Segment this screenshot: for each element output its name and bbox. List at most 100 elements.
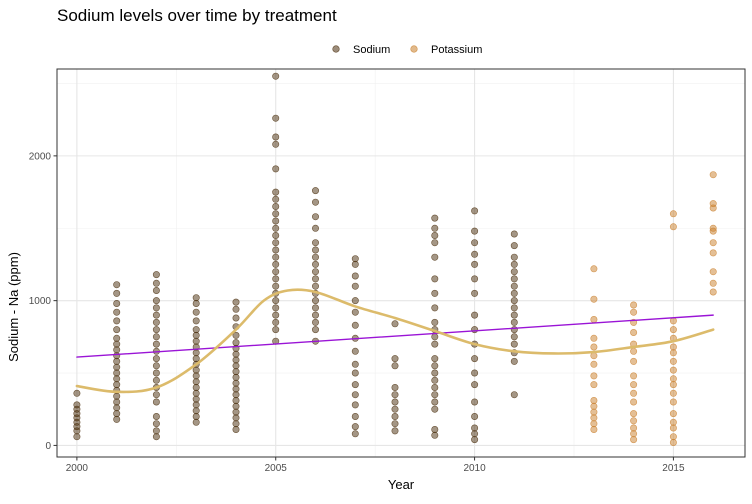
panel-border — [56, 68, 746, 458]
data-point-potassium — [630, 436, 638, 444]
data-point-potassium — [590, 315, 598, 323]
data-point-potassium — [669, 433, 677, 441]
data-point-sodium — [351, 360, 359, 368]
data-point-sodium — [272, 165, 280, 173]
data-point-sodium — [471, 207, 479, 215]
data-point-sodium — [272, 188, 280, 196]
data-point-sodium — [232, 385, 240, 393]
data-point-sodium — [113, 363, 121, 371]
data-point-sodium — [192, 395, 200, 403]
data-point-sodium — [311, 239, 319, 247]
data-point-sodium — [272, 318, 280, 326]
data-point-potassium — [669, 343, 677, 351]
data-point-sodium — [152, 326, 160, 334]
data-point-sodium — [113, 404, 121, 412]
data-point-sodium — [311, 311, 319, 319]
data-point-sodium — [152, 376, 160, 384]
data-point-sodium — [113, 410, 121, 418]
data-point-sodium — [510, 297, 518, 305]
data-point-potassium — [590, 381, 598, 389]
data-point-sodium — [510, 275, 518, 283]
data-point-sodium — [192, 355, 200, 363]
data-point-sodium — [152, 340, 160, 348]
data-point-potassium — [709, 249, 717, 257]
data-point-sodium — [272, 232, 280, 240]
data-point-sodium — [113, 392, 121, 400]
x-tick-label: 2015 — [662, 463, 685, 474]
data-point-potassium — [669, 418, 677, 426]
data-point-sodium — [431, 391, 439, 399]
trend-line-linear — [76, 314, 714, 358]
data-point-sodium — [192, 401, 200, 409]
data-point-sodium — [431, 425, 439, 433]
data-point-potassium — [630, 430, 638, 438]
data-point-potassium — [630, 308, 638, 316]
data-point-sodium — [471, 412, 479, 420]
data-point-sodium — [232, 298, 240, 306]
data-point-sodium — [113, 326, 121, 334]
data-point-sodium — [232, 368, 240, 376]
data-point-sodium — [113, 352, 121, 360]
data-point-sodium — [431, 333, 439, 341]
data-point-sodium — [272, 239, 280, 247]
data-point-potassium — [590, 420, 598, 428]
data-point-sodium — [391, 383, 399, 391]
data-point-sodium — [192, 294, 200, 302]
data-point-sodium — [113, 375, 121, 383]
data-point-sodium — [73, 389, 81, 397]
data-point-sodium — [311, 246, 319, 254]
data-point-sodium — [152, 398, 160, 406]
legend-key-potassium — [410, 45, 418, 53]
data-point-potassium — [590, 343, 598, 351]
data-point-sodium — [272, 114, 280, 122]
data-point-sodium — [391, 405, 399, 413]
legend: Sodium Potassium — [332, 44, 482, 56]
data-point-sodium — [391, 355, 399, 363]
data-point-sodium — [351, 412, 359, 420]
data-point-sodium — [471, 311, 479, 319]
data-point-sodium — [192, 412, 200, 420]
data-point-sodium — [152, 427, 160, 435]
data-point-sodium — [351, 272, 359, 280]
data-point-sodium — [152, 362, 160, 370]
data-point-sodium — [431, 232, 439, 240]
data-point-sodium — [431, 376, 439, 384]
data-point-sodium — [431, 405, 439, 413]
data-point-sodium — [272, 72, 280, 80]
data-point-potassium — [669, 398, 677, 406]
data-point-potassium — [669, 210, 677, 218]
data-point-potassium — [709, 224, 717, 232]
data-point-sodium — [113, 415, 121, 423]
data-point-sodium — [471, 239, 479, 247]
data-point-potassium — [590, 360, 598, 368]
data-point-potassium — [590, 396, 598, 404]
data-point-sodium — [431, 214, 439, 222]
data-point-sodium — [192, 308, 200, 316]
data-point-sodium — [311, 224, 319, 232]
data-point-sodium — [152, 369, 160, 377]
data-point-sodium — [471, 369, 479, 377]
data-point-potassium — [630, 398, 638, 406]
data-point-sodium — [311, 213, 319, 221]
data-point-sodium — [232, 425, 240, 433]
data-point-sodium — [152, 286, 160, 294]
data-point-sodium — [152, 420, 160, 428]
data-point-sodium — [351, 369, 359, 377]
data-point-sodium — [232, 362, 240, 370]
data-point-sodium — [272, 304, 280, 312]
x-axis-label: Year — [388, 477, 415, 492]
data-point-sodium — [152, 318, 160, 326]
data-point-sodium — [232, 408, 240, 416]
data-point-sodium — [471, 398, 479, 406]
data-point-sodium — [510, 311, 518, 319]
data-point-sodium — [351, 347, 359, 355]
data-point-potassium — [590, 408, 598, 416]
data-point-sodium — [391, 320, 399, 328]
data-point-sodium — [232, 402, 240, 410]
data-point-sodium — [113, 308, 121, 316]
data-point-sodium — [152, 433, 160, 441]
axes: 2000 2005 2010 2015 0 1000 2000 — [29, 68, 746, 474]
data-point-potassium — [590, 414, 598, 422]
data-point-sodium — [272, 210, 280, 218]
data-point-sodium — [431, 253, 439, 261]
